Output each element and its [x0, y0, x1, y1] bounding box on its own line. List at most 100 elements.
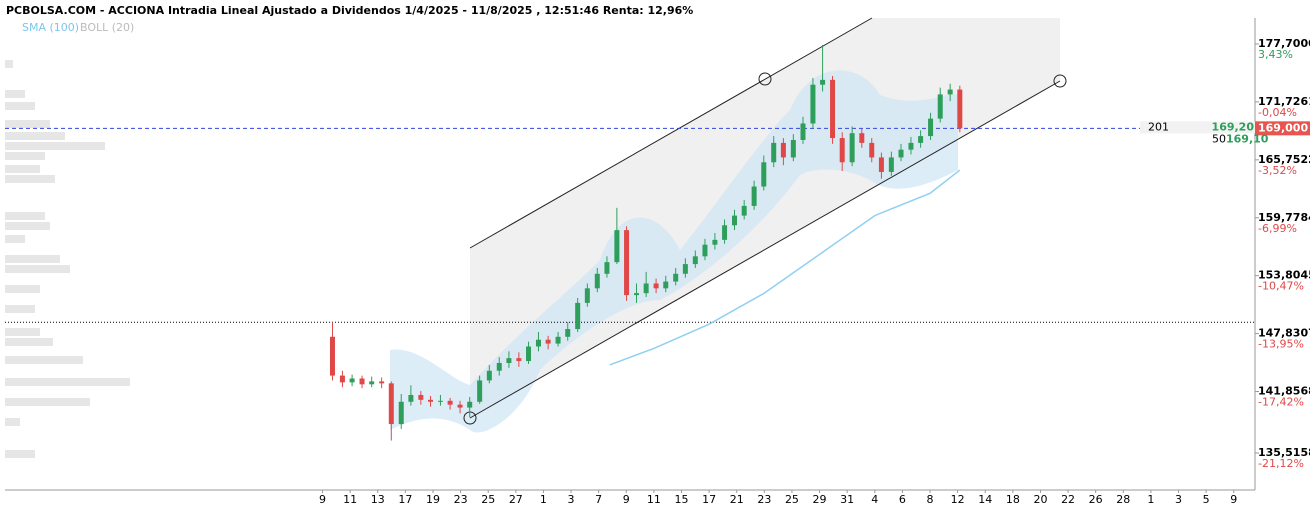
candle-body: [692, 256, 698, 265]
y-tick-label: 147,8307: [1258, 327, 1310, 340]
y-tick-label: 171,7261: [1258, 95, 1310, 108]
candle-body: [928, 118, 934, 137]
candle-body: [614, 230, 620, 263]
candle-body: [486, 370, 492, 381]
candle-body: [800, 123, 806, 140]
y-tick-label: 159,7784: [1258, 211, 1310, 224]
x-tick-label: 1: [540, 493, 547, 506]
candle-body: [398, 401, 404, 425]
anchor: [758, 72, 772, 86]
x-tick-label: 9: [623, 493, 630, 506]
candle-body: [633, 293, 639, 296]
candle-body: [604, 262, 610, 274]
candle-body: [790, 139, 796, 158]
x-tick-label: 9: [1230, 493, 1237, 506]
candle-body: [516, 358, 522, 362]
x-tick-label: 14: [978, 493, 992, 506]
candle-body: [849, 133, 855, 163]
y-tick-label: 141,8568: [1258, 385, 1310, 398]
candle-body: [732, 215, 738, 226]
candle-body: [741, 205, 747, 216]
candle-body: [682, 264, 688, 274]
x-tick-label: 26: [1089, 493, 1103, 506]
channel-upper: [469, 17, 873, 249]
x-tick-label: 15: [674, 493, 688, 506]
candle-body: [565, 329, 571, 337]
candle-body: [506, 358, 512, 363]
candle-body: [594, 273, 600, 289]
x-tick-label: 4: [871, 493, 878, 506]
candle-body: [702, 244, 708, 257]
side-label: 169,20: [1212, 120, 1255, 133]
candle-body: [663, 281, 669, 289]
candle-body: [584, 288, 590, 303]
x-tick-label: 29: [813, 493, 827, 506]
candle-body: [408, 394, 414, 402]
x-tick-label: 19: [426, 493, 440, 506]
candle-body: [477, 380, 483, 402]
side-panel: [1140, 121, 1255, 134]
candle-body: [339, 375, 345, 383]
x-tick-label: 23: [757, 493, 771, 506]
y-tick-change: 3,43%: [1258, 48, 1293, 61]
candle-body: [643, 283, 649, 294]
x-tick-label: 12: [951, 493, 965, 506]
x-tick-label: 25: [785, 493, 799, 506]
candle-body: [761, 162, 767, 187]
legend-boll: BOLL (20): [80, 21, 134, 34]
title: PCBOLSA.COM - ACCIONA Intradia Lineal Aj…: [6, 4, 693, 17]
x-tick-label: 13: [371, 493, 385, 506]
candle-body: [673, 273, 679, 282]
x-tick-label: 1: [1147, 493, 1154, 506]
candle-body: [722, 225, 728, 240]
candle-body: [535, 339, 541, 347]
x-tick-label: 23: [454, 493, 468, 506]
anchor: [1053, 74, 1067, 88]
candle-body: [830, 79, 836, 139]
candle-body: [379, 381, 385, 384]
x-tick-label: 9: [319, 493, 326, 506]
candle-body: [545, 339, 551, 344]
x-tick-label: 18: [1006, 493, 1020, 506]
x-tick-label: 27: [509, 493, 523, 506]
side-label: 169,10: [1226, 132, 1269, 145]
candle-body: [555, 336, 561, 344]
candle-body: [918, 136, 924, 143]
x-tick-label: 25: [481, 493, 495, 506]
last-price-label: 169,000: [1258, 121, 1308, 134]
candle-body: [888, 157, 894, 172]
x-tick-label: 22: [1061, 493, 1075, 506]
y-tick-change: -0,04%: [1258, 106, 1297, 119]
candle-body: [418, 394, 424, 400]
candle-body: [653, 283, 659, 289]
legend-sma: SMA (100): [22, 21, 79, 34]
x-tick-label: 11: [343, 493, 357, 506]
candle-body: [526, 346, 532, 362]
x-tick-label: 31: [840, 493, 854, 506]
volume-profile: [5, 60, 130, 458]
candle-body: [712, 239, 718, 245]
candle-body: [624, 230, 630, 296]
candle-body: [810, 84, 816, 124]
side-label: 201: [1148, 120, 1169, 133]
y-tick-label: 165,7522: [1258, 153, 1310, 166]
candle-body: [771, 142, 777, 163]
candle-body: [878, 157, 884, 172]
x-tick-label: 3: [1175, 493, 1182, 506]
y-tick-change: -13,95%: [1258, 338, 1304, 351]
candle-body: [467, 401, 473, 408]
x-tick-label: 8: [927, 493, 934, 506]
candle-body: [349, 378, 355, 383]
x-tick-label: 17: [702, 493, 716, 506]
candle-body: [329, 336, 335, 376]
y-tick-label: 153,8045: [1258, 269, 1310, 282]
candle-body: [859, 133, 865, 143]
y-tick-change: -17,42%: [1258, 396, 1304, 409]
y-tick-change: -3,52%: [1258, 164, 1297, 177]
candle-body: [496, 362, 502, 371]
candle-body: [457, 404, 463, 408]
y-tick-change: -21,12%: [1258, 457, 1304, 470]
candle-body: [869, 142, 875, 158]
x-tick-label: 5: [1203, 493, 1210, 506]
